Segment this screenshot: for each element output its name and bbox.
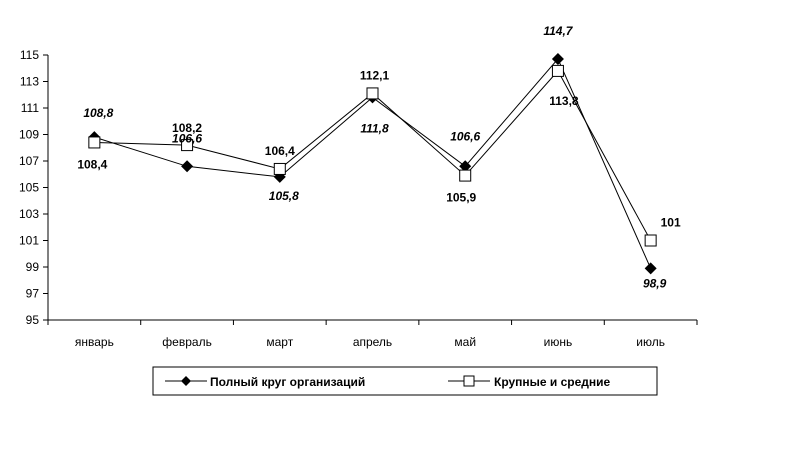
x-tick-label: январь (75, 335, 114, 349)
y-tick-label: 115 (20, 48, 39, 62)
data-label-series-2: 112,1 (360, 68, 390, 82)
y-axis: 95 97 99 101 103 105 107 109 111 113 115 (19, 48, 49, 327)
data-point-series-1 (551, 52, 564, 65)
series-markers (88, 52, 657, 275)
data-label-series-2: 101 (661, 216, 681, 230)
data-label-series-2: 113,8 (549, 94, 579, 108)
legend: Полный круг организаций Крупные и средни… (152, 366, 658, 396)
data-label-series-1: 111,8 (360, 121, 389, 135)
data-label-series-2: 106,4 (265, 144, 295, 158)
data-label-series-1: 98,9 (643, 276, 667, 290)
y-tick-label: 97 (26, 287, 40, 301)
data-label-series-2: 105,9 (446, 191, 476, 205)
x-tick-label: июль (636, 335, 665, 349)
data-label-series-1: 106,6 (450, 129, 480, 143)
data-label-series-1: 106,6 (172, 131, 202, 145)
x-tick-label: май (454, 335, 476, 349)
y-tick-label: 109 (19, 128, 39, 142)
data-label-series-2: 108,4 (77, 157, 107, 171)
y-tick-label: 95 (26, 313, 40, 327)
y-tick-label: 107 (19, 154, 39, 168)
y-tick-label: 103 (19, 207, 39, 221)
y-tick-label: 101 (19, 234, 39, 248)
y-tick-label: 99 (26, 260, 40, 274)
y-tick-label: 113 (20, 75, 39, 89)
y-tick-label: 105 (19, 181, 39, 195)
data-label-series-1: 105,8 (269, 189, 299, 203)
data-point-series-2 (644, 234, 657, 247)
y-tick-label: 111 (21, 101, 40, 115)
data-label-series-1: 114,7 (543, 24, 573, 38)
legend-label-series-2: Крупные и средние (494, 375, 611, 389)
data-point-series-2 (459, 169, 472, 182)
data-label-series-1: 108,8 (83, 106, 113, 120)
legend-box (152, 366, 658, 396)
legend-label-series-1: Полный круг организаций (210, 375, 365, 389)
data-point-series-2 (551, 64, 564, 77)
data-point-series-2 (366, 87, 379, 100)
data-label-series-2: 108,2 (172, 121, 202, 135)
x-tick-label: март (266, 335, 293, 349)
x-tick-label: июнь (544, 335, 573, 349)
data-point-series-2 (181, 139, 194, 152)
x-axis: январь февраль март апрель май июнь июль (47, 319, 698, 349)
x-tick-label: апрель (353, 335, 392, 349)
data-point-series-2 (88, 136, 101, 149)
legend-marker-series-1 (181, 376, 191, 386)
legend-marker-series-2 (463, 375, 475, 387)
data-point-series-1 (181, 160, 194, 173)
data-point-series-1 (459, 160, 472, 173)
data-labels: 108,8 106,6 105,8 111,8 106,6 114,7 98,9 108,4 1… (77, 24, 681, 290)
data-point-series-2 (273, 162, 286, 175)
x-tick-label: февраль (162, 335, 212, 349)
data-point-series-1 (644, 262, 657, 275)
